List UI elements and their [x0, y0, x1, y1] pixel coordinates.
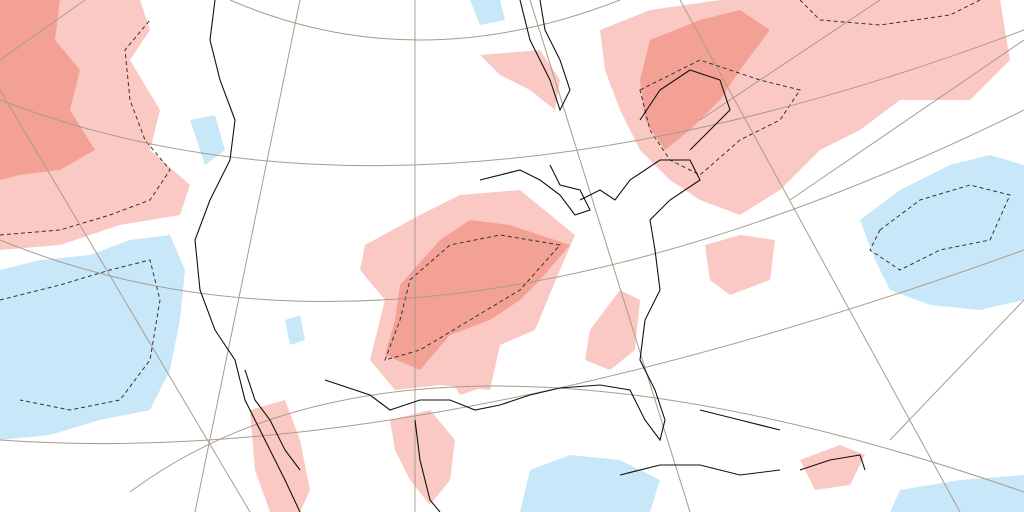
cool-area	[890, 475, 1024, 512]
parallel	[0, 249, 1024, 445]
coastline	[414, 419, 441, 512]
coastline	[699, 409, 781, 431]
coastline	[519, 0, 571, 112]
contour	[0, 19, 171, 236]
warm-area	[250, 400, 310, 512]
parallel	[0, 29, 1024, 167]
coastline	[194, 0, 301, 512]
meridian	[679, 0, 961, 512]
warm-area	[800, 445, 865, 490]
strong-warm-area	[640, 10, 770, 150]
warm-area	[705, 235, 775, 295]
parallel	[0, 109, 1024, 302]
coastline	[324, 159, 701, 442]
coastline	[639, 69, 731, 151]
warm-area	[480, 50, 560, 110]
coastlines	[194, 0, 866, 512]
warm-area	[390, 410, 455, 505]
cool-area	[285, 315, 305, 345]
dashed-contours	[0, 0, 1011, 411]
warm-area	[585, 290, 640, 370]
meridian	[194, 0, 301, 512]
parallel	[129, 385, 1024, 493]
coastline	[619, 464, 781, 476]
warm-area	[440, 355, 490, 395]
coastline	[799, 454, 866, 471]
contour	[639, 59, 801, 176]
cool-area	[0, 235, 185, 440]
contour	[0, 259, 161, 411]
strong-warm-area	[385, 220, 570, 370]
contour	[869, 184, 1011, 271]
parallel	[229, 0, 621, 41]
meridian	[0, 0, 86, 61]
meridian	[889, 299, 1024, 441]
strong-warm-area	[0, 0, 95, 180]
cool-area	[470, 0, 505, 25]
contour	[384, 234, 561, 361]
cool-area	[190, 115, 225, 165]
meridian	[0, 89, 251, 512]
contour	[799, 0, 981, 26]
coastline	[244, 369, 301, 471]
meridian	[699, 0, 881, 121]
coastline	[479, 164, 591, 216]
meridian	[789, 39, 1024, 201]
cool-area	[520, 455, 660, 512]
cool-area	[860, 155, 1024, 310]
